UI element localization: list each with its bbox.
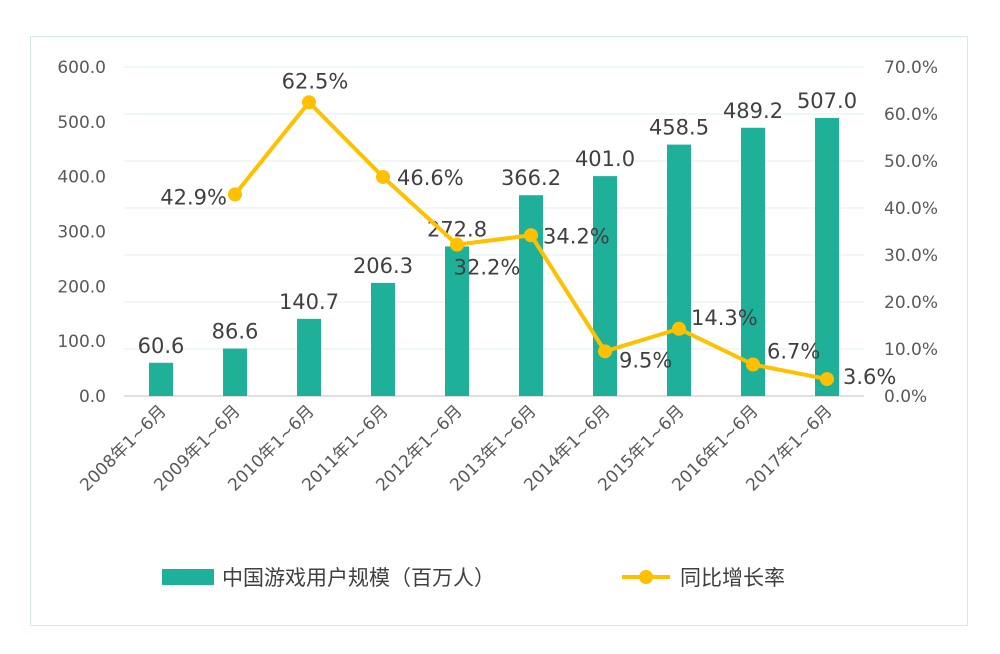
growth-value-label: 42.9% xyxy=(160,185,227,209)
bar xyxy=(371,282,395,396)
bar xyxy=(741,127,765,396)
growth-value-label: 62.5% xyxy=(282,69,349,93)
bar xyxy=(593,176,617,396)
bar-value-label: 272.8 xyxy=(427,217,487,241)
growth-point xyxy=(598,344,612,359)
bar-value-label: 140.7 xyxy=(279,290,339,314)
growth-point xyxy=(450,237,464,252)
growth-value-label: 46.6% xyxy=(397,166,464,190)
y-tick-label: 400.0 xyxy=(57,168,106,188)
bar-value-label: 86.6 xyxy=(212,320,259,344)
y2-tick-label: 40.0% xyxy=(884,199,938,219)
growth-value-label: 34.2% xyxy=(543,224,610,248)
y-tick-label: 0.0 xyxy=(79,387,106,407)
y2-tick-label: 0.0% xyxy=(884,387,927,407)
growth-value-label: 14.3% xyxy=(691,306,758,330)
legend-bar-swatch xyxy=(162,569,214,585)
growth-point xyxy=(524,228,538,243)
growth-value-label: 6.7% xyxy=(767,340,820,364)
y2-tick-label: 30.0% xyxy=(884,246,938,266)
growth-point xyxy=(672,321,686,336)
growth-point xyxy=(302,95,316,110)
bar-value-label: 401.0 xyxy=(575,147,635,171)
growth-point xyxy=(228,187,242,202)
y2-tick-label: 20.0% xyxy=(884,293,938,313)
y-tick-label: 500.0 xyxy=(57,113,106,133)
bar-value-label: 489.2 xyxy=(723,99,783,123)
bar xyxy=(223,348,247,396)
bar-value-label: 60.6 xyxy=(138,334,185,358)
growth-value-label: 3.6% xyxy=(843,365,896,389)
growth-value-label: 32.2% xyxy=(454,256,521,280)
bar xyxy=(519,195,543,396)
growth-value-label: 9.5% xyxy=(619,348,672,372)
bar xyxy=(667,144,691,396)
bar xyxy=(149,362,173,396)
legend-line-marker xyxy=(639,570,653,584)
growth-point xyxy=(376,169,390,184)
legend-line-label: 同比增长率 xyxy=(680,566,785,590)
bar xyxy=(815,117,839,397)
y-tick-label: 200.0 xyxy=(57,277,106,297)
bar xyxy=(297,318,321,396)
bar-value-label: 507.0 xyxy=(797,89,857,113)
y2-tick-label: 10.0% xyxy=(884,340,938,360)
y2-tick-label: 60.0% xyxy=(884,105,938,125)
bar-value-label: 366.2 xyxy=(501,166,561,190)
growth-point xyxy=(746,357,760,372)
y-tick-label: 300.0 xyxy=(57,223,106,243)
growth-point xyxy=(820,372,834,387)
y-tick-label: 100.0 xyxy=(57,332,106,352)
y2-tick-label: 50.0% xyxy=(884,152,938,172)
bar-value-label: 458.5 xyxy=(649,116,709,140)
bar-value-label: 206.3 xyxy=(353,254,413,278)
bar xyxy=(445,246,469,396)
y2-tick-label: 70.0% xyxy=(884,58,938,78)
chart-frame xyxy=(30,36,968,626)
legend-bar-label: 中国游戏用户规模（百万人） xyxy=(222,566,495,590)
y-tick-label: 600.0 xyxy=(57,58,106,78)
